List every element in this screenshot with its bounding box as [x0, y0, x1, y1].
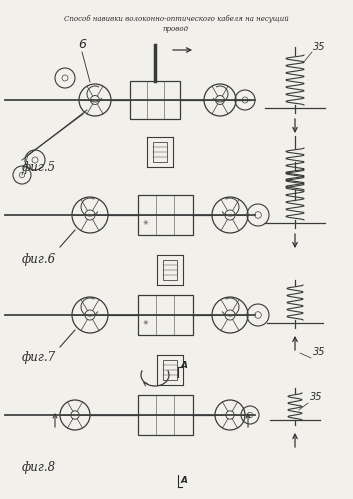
Text: 35: 35: [313, 42, 325, 52]
Text: фиг.6: фиг.6: [22, 253, 56, 266]
Text: фиг.5: фиг.5: [22, 162, 56, 175]
Bar: [138, 195, 192, 235]
Text: 35: 35: [313, 347, 325, 357]
Text: ✳: ✳: [143, 320, 149, 326]
Text: A: A: [181, 476, 188, 485]
Text: фиг.8: фиг.8: [22, 462, 56, 475]
Bar: [138, 395, 192, 435]
Bar: [153, 142, 167, 162]
Bar: [130, 81, 180, 119]
Text: фиг.7: фиг.7: [22, 351, 56, 364]
Text: 35: 35: [310, 392, 323, 402]
Text: A: A: [181, 361, 188, 370]
Text: ✳: ✳: [143, 220, 149, 226]
Text: 6: 6: [78, 38, 86, 51]
Bar: [163, 260, 177, 280]
Bar: [138, 295, 192, 335]
Text: Способ навивки волоконно-оптического кабеля на несущий
провод: Способ навивки волоконно-оптического каб…: [64, 15, 288, 33]
Bar: [163, 360, 177, 380]
